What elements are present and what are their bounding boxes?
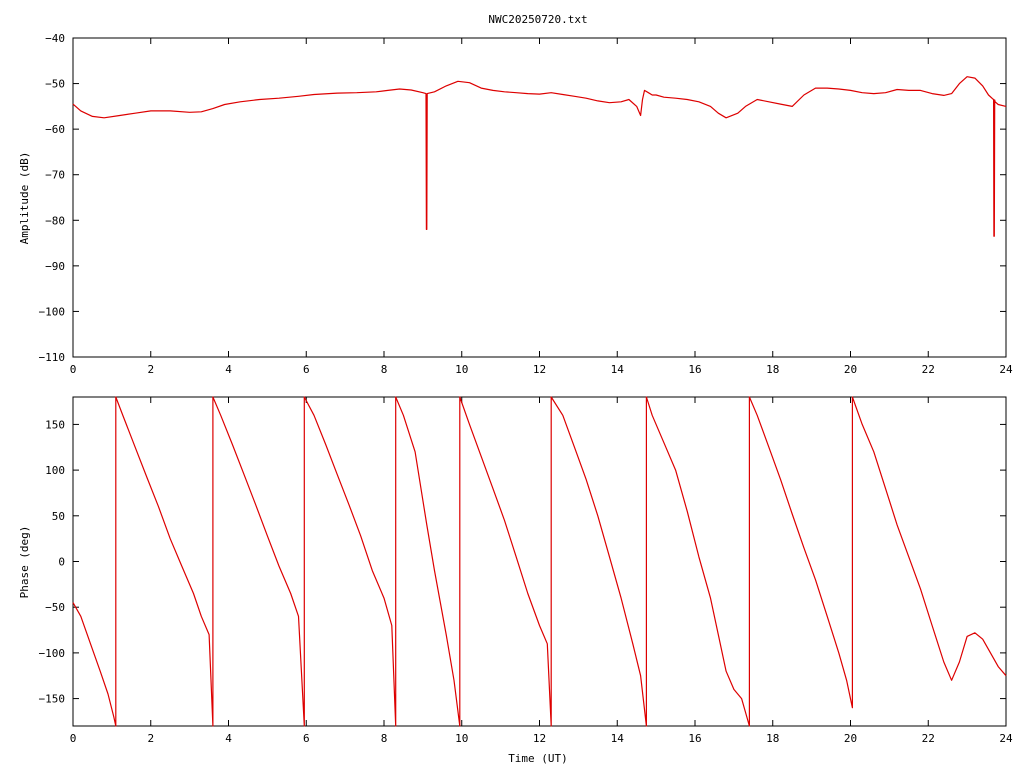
amplitude-x-tick-label: 16 <box>688 363 701 376</box>
phase-y-tick-label: 100 <box>45 464 65 477</box>
phase-x-tick-label: 8 <box>381 732 388 745</box>
phase-x-tick-label: 20 <box>844 732 857 745</box>
amplitude-x-tick-label: 4 <box>225 363 232 376</box>
phase-y-tick-label: 0 <box>58 556 65 569</box>
amplitude-x-tick-label: 10 <box>455 363 468 376</box>
phase-y-tick-label: −100 <box>39 647 66 660</box>
amplitude-y-tick-label: −40 <box>45 32 65 45</box>
phase-x-tick-label: 12 <box>533 732 546 745</box>
phase-series-line <box>72 396 1007 727</box>
amplitude-y-tick-label: −70 <box>45 169 65 182</box>
phase-x-tick-label: 6 <box>303 732 310 745</box>
phase-x-axis-label: Time (UT) <box>508 752 568 765</box>
amplitude-y-tick-label: −80 <box>45 214 65 227</box>
phase-x-tick-label: 2 <box>147 732 154 745</box>
amplitude-series-line <box>72 76 1007 237</box>
phase-panel: Phase (deg) Time (UT) 0 2 4 6 8 10 12 14 16 18 20 2… <box>18 396 1013 765</box>
phase-x-tick-label: 22 <box>922 732 935 745</box>
phase-y-tick-label: −150 <box>39 693 66 706</box>
amplitude-x-tick-label: 22 <box>922 363 935 376</box>
phase-ticks: 0 2 4 6 8 10 12 14 16 18 20 22 24150100500−50−100−15… <box>39 397 1013 745</box>
amplitude-x-tick-label: 0 <box>70 363 77 376</box>
amplitude-x-tick-label: 18 <box>766 363 779 376</box>
phase-y-tick-label: 150 <box>45 418 65 431</box>
amplitude-panel: Amplitude (dB) 0 2 4 6 8 10 12 14 16 18 20 22 24−40−… <box>18 32 1013 376</box>
amplitude-y-tick-label: −50 <box>45 78 65 91</box>
amplitude-x-tick-label: 24 <box>999 363 1013 376</box>
phase-x-tick-label: 0 <box>70 732 77 745</box>
amplitude-x-tick-label: 12 <box>533 363 546 376</box>
amplitude-x-tick-label: 14 <box>611 363 625 376</box>
phase-x-tick-label: 18 <box>766 732 779 745</box>
amplitude-x-tick-label: 20 <box>844 363 857 376</box>
amplitude-y-axis-label: Amplitude (dB) <box>18 152 31 245</box>
amplitude-y-tick-label: −110 <box>39 351 66 364</box>
phase-x-tick-label: 4 <box>225 732 232 745</box>
amplitude-y-tick-label: −90 <box>45 260 65 273</box>
amplitude-x-tick-label: 6 <box>303 363 310 376</box>
phase-y-tick-label: −50 <box>45 601 65 614</box>
amplitude-x-tick-label: 2 <box>147 363 154 376</box>
phase-y-axis-label: Phase (deg) <box>18 526 31 599</box>
chart-title: NWC20250720.txt <box>488 13 587 26</box>
phase-x-tick-label: 16 <box>688 732 701 745</box>
phase-x-tick-label: 14 <box>611 732 625 745</box>
amplitude-ticks: 0 2 4 6 8 10 12 14 16 18 20 22 24−40−50−60−70−80−90−… <box>39 32 1013 376</box>
amplitude-plot-frame <box>72 37 1007 358</box>
amplitude-y-tick-label: −100 <box>39 305 66 318</box>
phase-y-tick-label: 50 <box>52 510 65 523</box>
amplitude-x-tick-label: 8 <box>381 363 388 376</box>
amplitude-y-tick-label: −60 <box>45 123 65 136</box>
phase-x-tick-label: 24 <box>999 732 1013 745</box>
phase-x-tick-label: 10 <box>455 732 468 745</box>
